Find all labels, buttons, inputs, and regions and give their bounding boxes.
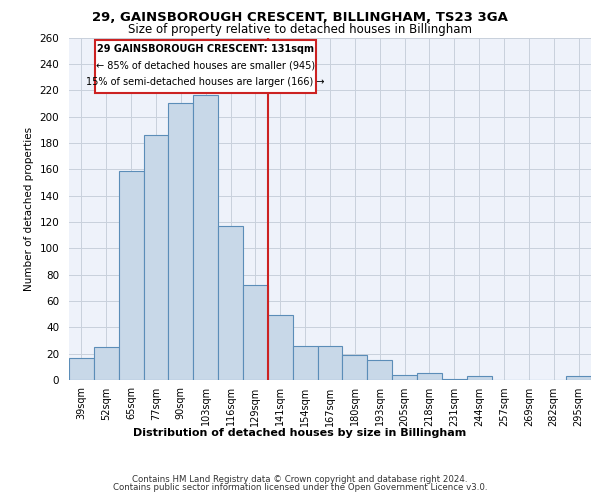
Bar — [119, 170, 143, 380]
Bar — [467, 376, 491, 380]
Y-axis label: Number of detached properties: Number of detached properties — [24, 126, 34, 291]
Text: Contains public sector information licensed under the Open Government Licence v3: Contains public sector information licen… — [113, 483, 487, 492]
Text: Distribution of detached houses by size in Billingham: Distribution of detached houses by size … — [133, 428, 467, 438]
Bar — [243, 285, 268, 380]
Text: 29, GAINSBOROUGH CRESCENT, BILLINGHAM, TS23 3GA: 29, GAINSBOROUGH CRESCENT, BILLINGHAM, T… — [92, 11, 508, 24]
Text: 15% of semi-detached houses are larger (166) →: 15% of semi-detached houses are larger (… — [86, 77, 325, 87]
Text: Size of property relative to detached houses in Billingham: Size of property relative to detached ho… — [128, 22, 472, 36]
FancyBboxPatch shape — [95, 40, 316, 93]
Bar — [417, 374, 442, 380]
Bar — [367, 360, 392, 380]
Bar — [343, 355, 367, 380]
Text: Contains HM Land Registry data © Crown copyright and database right 2024.: Contains HM Land Registry data © Crown c… — [132, 475, 468, 484]
Bar — [69, 358, 94, 380]
Bar — [392, 374, 417, 380]
Bar — [94, 347, 119, 380]
Bar — [293, 346, 317, 380]
Text: ← 85% of detached houses are smaller (945): ← 85% of detached houses are smaller (94… — [96, 60, 315, 70]
Bar — [317, 346, 343, 380]
Bar — [143, 135, 169, 380]
Bar — [442, 378, 467, 380]
Bar — [193, 96, 218, 380]
Bar — [169, 104, 193, 380]
Text: 29 GAINSBOROUGH CRESCENT: 131sqm: 29 GAINSBOROUGH CRESCENT: 131sqm — [97, 44, 314, 54]
Bar — [566, 376, 591, 380]
Bar — [218, 226, 243, 380]
Bar — [268, 316, 293, 380]
